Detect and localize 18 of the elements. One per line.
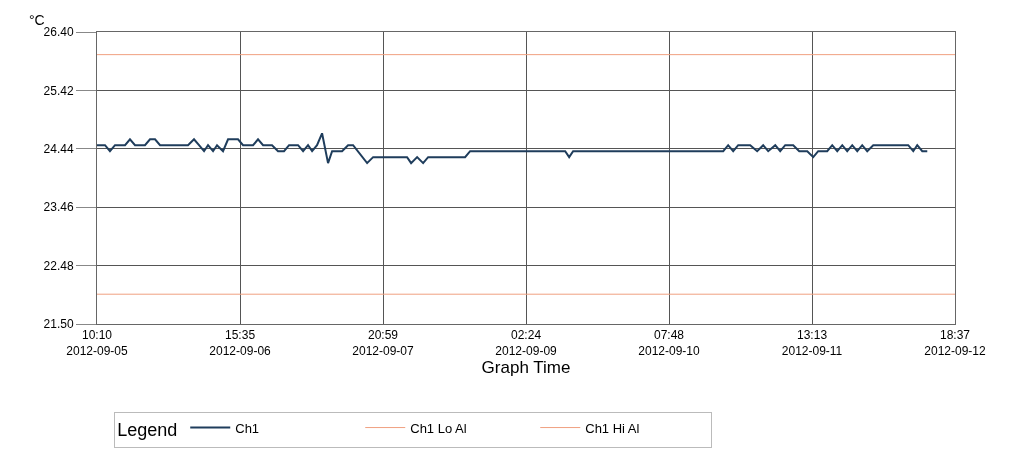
x-tick-label: 13:13 2012-09-11 — [781, 328, 843, 358]
y-tick-label: 24.44 — [43, 142, 74, 156]
x-tick-label: 07:48 2012-09-10 — [638, 328, 701, 358]
legend-title: Legend — [117, 420, 178, 440]
legend-label: Ch1 Hi Al — [585, 420, 640, 436]
y-axis-title: °C — [29, 12, 45, 28]
x-tick-label: 15:35 2012-09-06 — [209, 328, 272, 358]
y-tick-label: 22.48 — [43, 258, 74, 273]
x-axis-title: Graph Time — [481, 358, 571, 378]
y-tick-label: 26.40 — [43, 25, 74, 40]
x-tick-label: 18:37 2012-09-12 — [924, 328, 987, 358]
legend-label: Ch1 — [235, 420, 260, 436]
y-tick-label: 25.42 — [43, 83, 74, 98]
x-tick-label: 20:59 2012-09-07 — [352, 328, 415, 358]
line-series — [97, 132, 929, 165]
legend-label: Ch1 Lo Al — [410, 420, 467, 436]
y-tick-label: 23.46 — [43, 200, 74, 215]
x-tick-label: 02:24 2012-09-09 — [495, 328, 558, 358]
